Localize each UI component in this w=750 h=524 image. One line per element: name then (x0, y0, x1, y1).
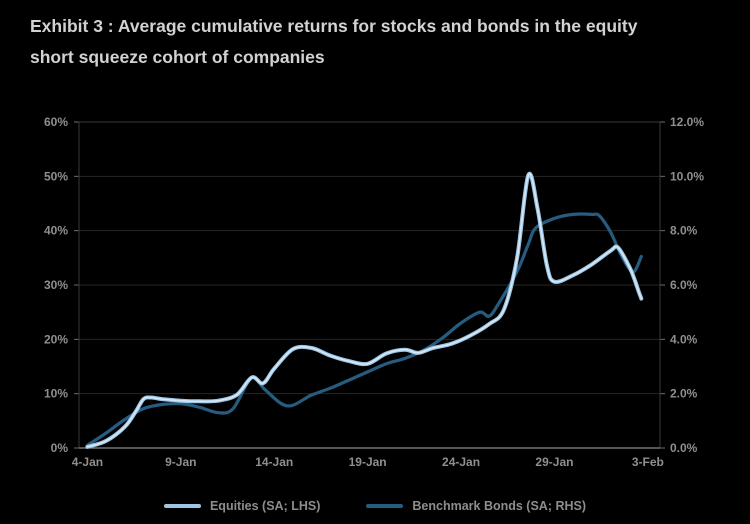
x-tick-label: 14-Jan (255, 455, 293, 469)
exhibit-title-line1: Exhibit 3 : Average cumulative returns f… (30, 16, 638, 36)
exhibit-title-line2: short squeeze cohort of companies (30, 47, 325, 67)
y-right-tick-label: 6.0% (670, 278, 698, 292)
x-tick-label: 4-Jan (72, 455, 103, 469)
y-right-tick-label: 8.0% (670, 224, 698, 238)
x-tick-label: 29-Jan (535, 455, 573, 469)
exhibit-title: Exhibit 3 : Average cumulative returns f… (30, 11, 730, 73)
series-equities-line (85, 171, 644, 449)
x-tick-label: 24-Jan (442, 455, 480, 469)
legend-label: Benchmark Bonds (SA; RHS) (412, 499, 587, 513)
x-tick-label: 9-Jan (165, 455, 196, 469)
y-left-tick-label: 0% (51, 441, 69, 455)
y-left-tick-label: 30% (44, 278, 68, 292)
y-left-tick-label: 40% (44, 224, 68, 238)
y-right-tick-label: 10.0% (670, 169, 704, 183)
legend-swatch-icon (366, 504, 404, 508)
legend-label: Equities (SA; LHS) (209, 499, 321, 513)
y-left-tick-label: 60% (44, 115, 68, 129)
y-left-tick-label: 20% (44, 332, 68, 346)
series-equities-highlight (86, 172, 643, 448)
y-right-tick-label: 12.0% (670, 115, 704, 129)
legend-swatch-icon (163, 504, 201, 508)
x-tick-label: 3-Feb (632, 455, 664, 469)
x-tick-label: 19-Jan (349, 455, 387, 469)
y-left-tick-label: 50% (44, 169, 68, 183)
legend: Equities (SA; LHS) Benchmark Bonds (SA; R… (0, 499, 750, 513)
legend-item-equities: Equities (SA; LHS) (163, 499, 321, 513)
y-right-tick-label: 4.0% (670, 332, 698, 346)
y-right-tick-label: 0.0% (670, 441, 698, 455)
legend-item-bonds: Benchmark Bonds (SA; RHS) (366, 499, 586, 513)
y-left-tick-label: 10% (44, 387, 68, 401)
series-bonds-line (85, 212, 643, 447)
y-right-tick-label: 2.0% (670, 387, 698, 401)
